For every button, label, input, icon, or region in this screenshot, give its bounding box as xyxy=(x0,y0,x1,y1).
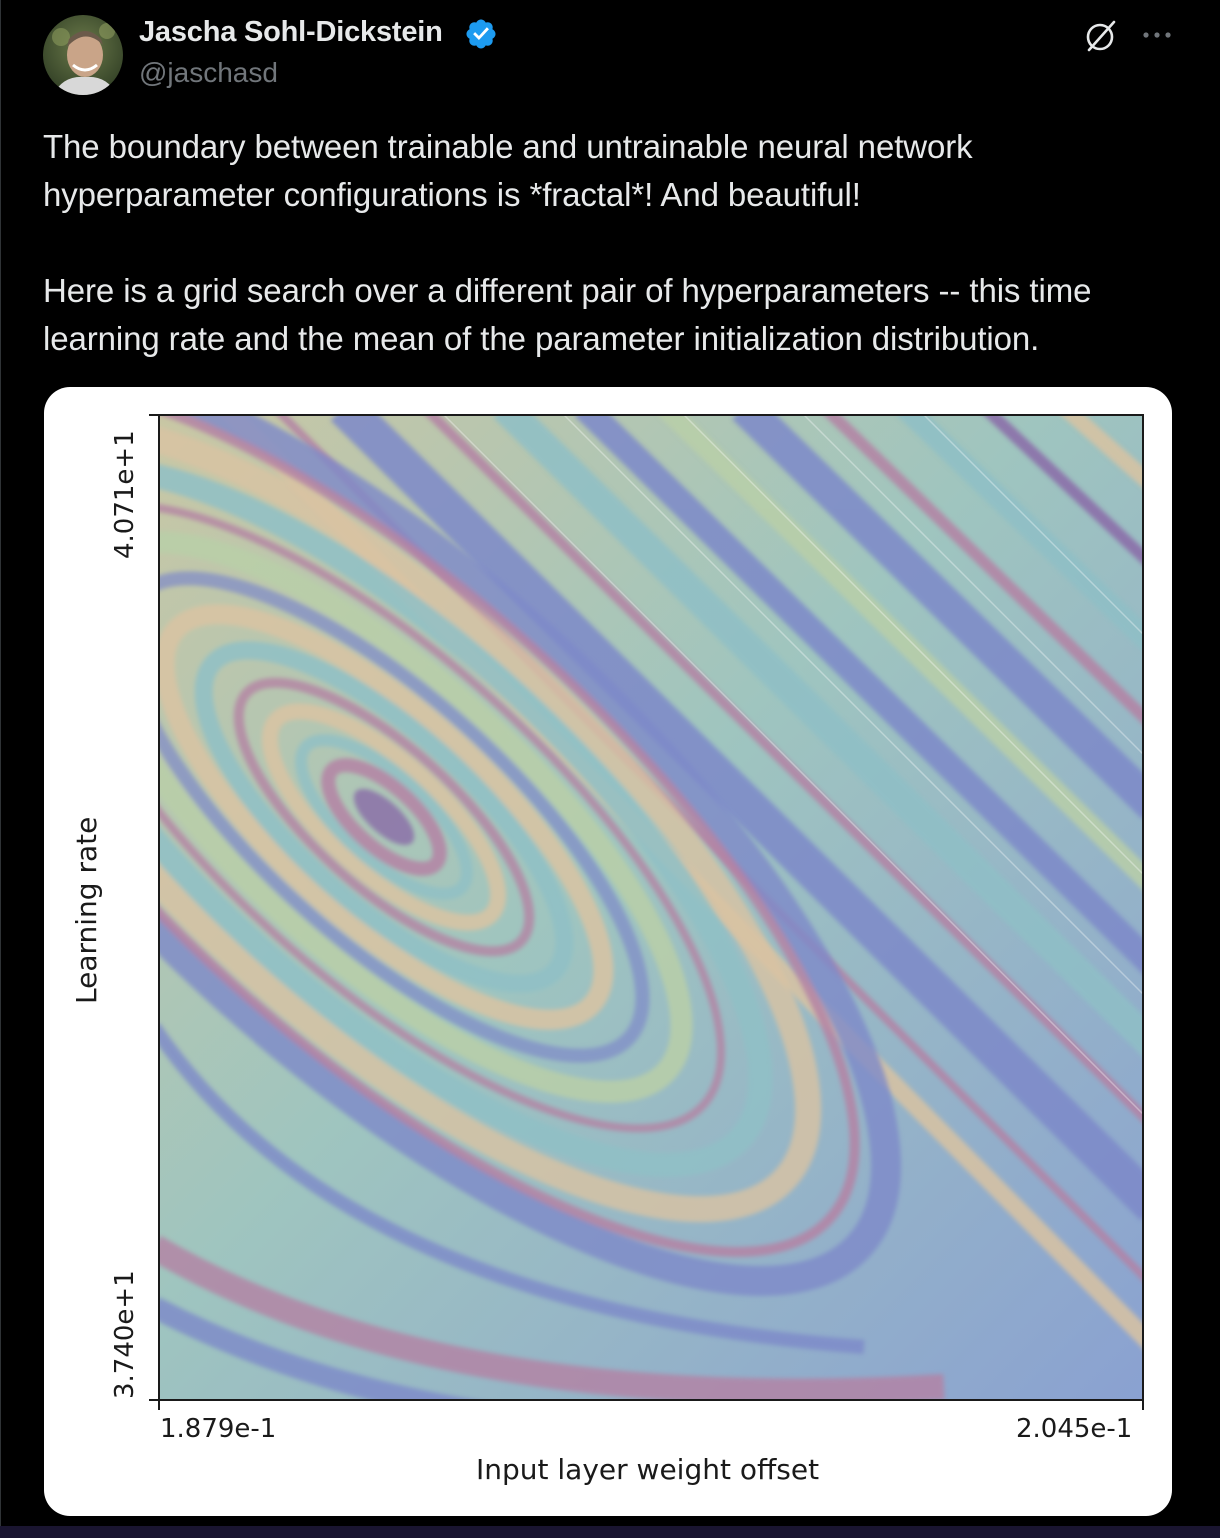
y-tick-max: 4.071e+1 xyxy=(110,430,140,559)
fractal-plot-image xyxy=(149,414,1144,1410)
bottom-edge xyxy=(0,1526,1220,1538)
profile-photo-icon xyxy=(43,15,123,95)
x-tick-min: 1.879e-1 xyxy=(160,1414,277,1444)
grok-icon[interactable] xyxy=(1083,18,1119,54)
avatar[interactable] xyxy=(43,15,123,95)
timeline-border xyxy=(0,0,1,1538)
tweet-text: The boundary between trainable and untra… xyxy=(43,123,1193,363)
author-display-name[interactable]: Jascha Sohl-Dickstein xyxy=(139,16,443,48)
more-options-icon[interactable] xyxy=(1140,25,1174,45)
y-axis-title: Learning rate xyxy=(70,816,103,1004)
x-tick-max: 2.045e-1 xyxy=(1016,1414,1133,1444)
author-handle[interactable]: @jaschasd xyxy=(139,57,278,88)
tweet-paragraph: The boundary between trainable and untra… xyxy=(43,128,973,213)
verified-badge-icon xyxy=(466,19,496,49)
x-axis-title: Input layer weight offset xyxy=(476,1453,820,1486)
tweet-media-image[interactable]: 1.879e-1 2.045e-1 3.740e+1 4.071e+1 Inpu… xyxy=(44,387,1172,1516)
tweet-paragraph: Here is a grid search over a different p… xyxy=(43,272,1092,357)
y-tick-min: 3.740e+1 xyxy=(110,1270,140,1399)
